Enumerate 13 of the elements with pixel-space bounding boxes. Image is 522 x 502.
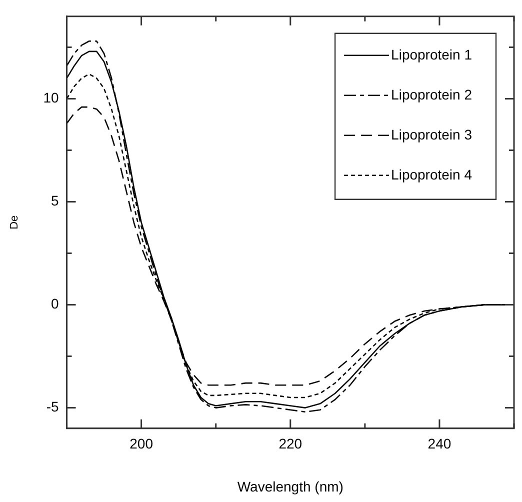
legend-label: Lipoprotein 1 — [391, 46, 472, 62]
y-tick-label: 0 — [50, 296, 59, 312]
x-tick-label: 220 — [278, 436, 302, 452]
y-axis-title: De — [8, 215, 21, 230]
legend-label: Lipoprotein 4 — [391, 166, 472, 182]
y-tick-label: -5 — [46, 398, 59, 415]
y-tick-label: 10 — [43, 90, 59, 106]
x-axis-title: Wavelength (nm) — [237, 478, 344, 494]
legend-label: Lipoprotein 3 — [391, 126, 472, 142]
y-tick-label: 5 — [50, 192, 59, 209]
x-tick-label: 240 — [428, 436, 452, 452]
x-tick-label: 200 — [130, 436, 154, 452]
legend-label: Lipoprotein 2 — [391, 86, 472, 102]
